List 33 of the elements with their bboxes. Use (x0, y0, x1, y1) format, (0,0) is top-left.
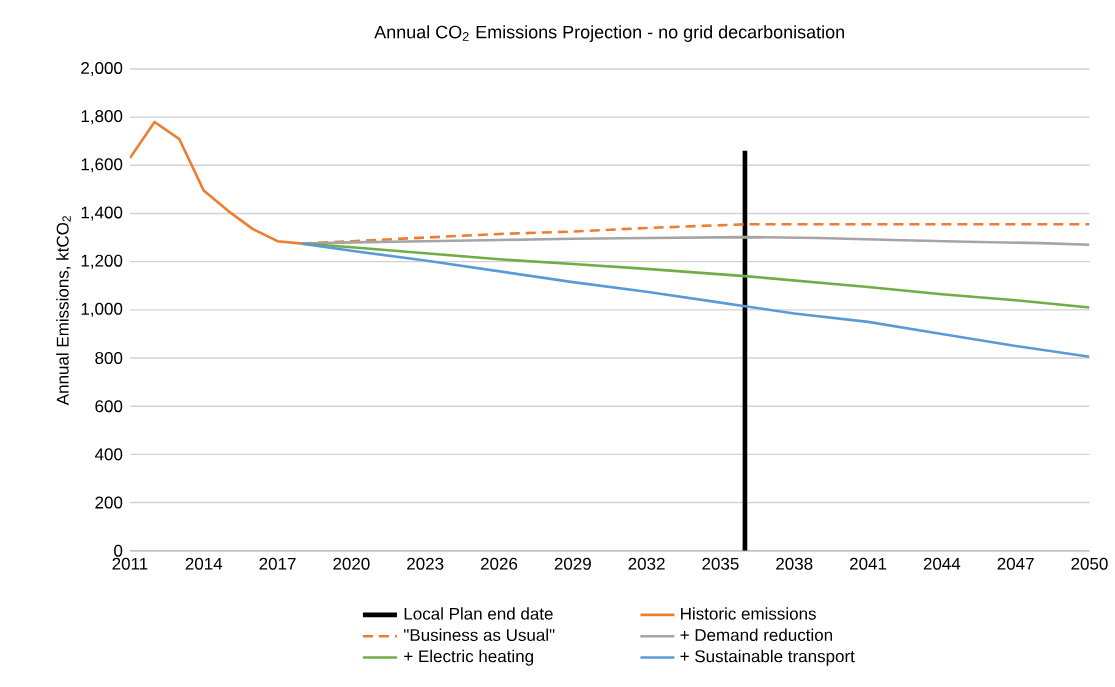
x-tick-label: 2035 (702, 557, 739, 570)
legend-label: Local Plan end date (404, 607, 553, 620)
y-tick-label: 1,800 (81, 110, 123, 125)
y-tick-label: 400 (94, 448, 123, 461)
legend-label: Historic emissions (681, 607, 816, 620)
x-tick-label: 2047 (997, 557, 1034, 570)
legend-label: "Business as Usual" (404, 628, 555, 642)
x-tick-label: 2011 (112, 557, 148, 570)
x-tick-label: 2017 (259, 557, 296, 570)
x-tick-label: 2026 (480, 557, 518, 570)
y-tick-label: 600 (95, 400, 123, 413)
y-tick-label: 2,000 (81, 62, 123, 77)
y-tick-label: 200 (95, 496, 123, 509)
y-tick-label: 1,400 (81, 206, 123, 221)
x-tick-label: 2029 (554, 557, 591, 570)
x-tick-label: 2014 (185, 557, 223, 570)
x-tick-label: 2023 (407, 557, 444, 570)
y-tick-label: 1,000 (81, 302, 123, 318)
x-tick-label: 2020 (333, 557, 370, 570)
x-tick-label: 2050 (1071, 557, 1108, 570)
x-tick-label: 2038 (776, 557, 813, 570)
y-axis-title: Annual Emissions, ktCO$_{2}$ (56, 216, 71, 406)
x-tick-label: 2041 (849, 557, 887, 570)
y-tick-label: 0 (114, 544, 123, 557)
y-tick-label: 1,600 (81, 158, 123, 173)
legend-label: + Demand reduction (680, 628, 833, 642)
x-tick-label: 2044 (923, 557, 961, 570)
y-tick-label: 800 (95, 352, 123, 365)
legend-label: + Sustainable transport (680, 649, 855, 666)
chart-title: Annual CO$_{2}$ Emissions Projection - no grid decarbonisation (374, 25, 844, 43)
legend-label: + Electric heating (404, 649, 533, 666)
y-tick-label: 1,200 (81, 254, 123, 269)
x-tick-label: 2032 (628, 557, 665, 570)
